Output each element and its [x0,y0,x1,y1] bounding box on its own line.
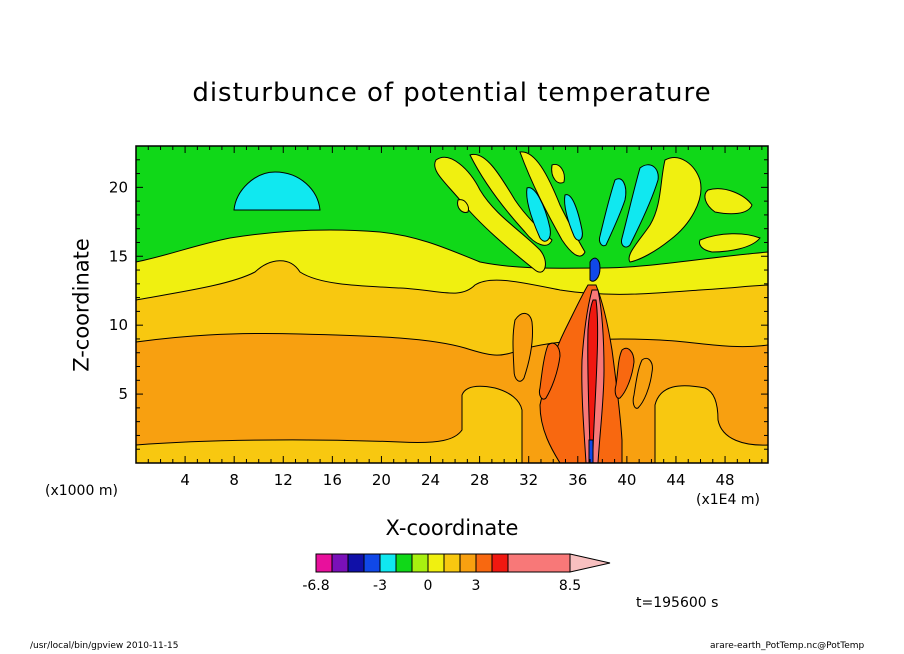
y-tick-label: 5 [118,385,128,403]
contour-field [136,146,768,463]
colorbar-label: 8.5 [559,578,581,594]
colorbar-label: -6.8 [302,578,329,594]
hot-plume [512,284,653,463]
colorbar-label: -3 [373,578,387,594]
x-tick-label: 32 [519,471,538,489]
wave-structures [434,151,761,282]
x-tick-label: 16 [323,471,342,489]
x-tick-label: 20 [372,471,391,489]
colorbar-swatch [459,553,477,573]
colorbar-swatch [427,553,445,573]
y-tick-label: 10 [109,316,128,334]
x-tick-label: 28 [470,471,489,489]
footer-right-text: arare-earth_PotTemp.nc@PotTemp [710,641,865,651]
x-tick-label: 36 [568,471,587,489]
x-tick-label: 12 [274,471,293,489]
colorbar-swatch [475,553,493,573]
colorbar-swatch [395,553,413,573]
colorbar-swatch [347,553,365,573]
time-label: t=195600 s [636,595,719,611]
colorbar-swatch [363,553,381,573]
x-tick-label: 48 [716,471,735,489]
colorbar-label: 3 [472,578,481,594]
cold-blob [233,171,321,211]
colorbar-arrow [569,553,611,573]
band-bottom-right-light-orange [654,385,768,463]
x-tick-label: 44 [666,471,685,489]
colorbar-swatch [507,553,571,573]
band-bottom-light-orange [136,385,523,463]
colorbar-swatch [411,553,429,573]
colorbar-swatch [379,553,397,573]
x-tick-label: 24 [421,471,440,489]
colorbar-swatch [331,553,349,573]
x-axis-unit: (x1E4 m) [696,492,760,508]
y-tick-label: 15 [109,247,128,265]
y-axis-unit: (x1000 m) [45,483,118,499]
colorbar: -6.8 -3 0 3 8.5 [302,553,611,594]
x-tick-label: 4 [180,471,190,489]
chart-title: disturbunce of potential temperature [192,78,712,108]
y-tick-label: 20 [109,178,128,196]
footer-left-text: /usr/local/bin/gpview 2010-11-15 [30,641,179,651]
colorbar-swatch [443,553,461,573]
colorbar-swatch [491,553,509,573]
colorbar-label: 0 [424,578,433,594]
x-axis-label: X-coordinate [385,516,519,540]
x-tick-label: 8 [229,471,239,489]
plot-frame [135,145,769,464]
x-tick-label: 40 [617,471,636,489]
colorbar-swatch [315,553,333,573]
